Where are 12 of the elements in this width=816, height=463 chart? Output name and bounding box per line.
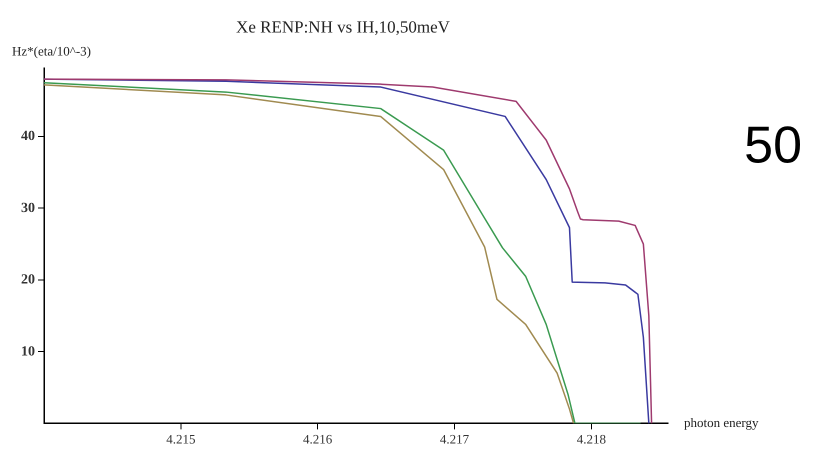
y-tick-label: 40	[21, 129, 35, 144]
y-tick-label: 20	[21, 272, 35, 288]
x-axis-title: photon energy	[684, 414, 759, 430]
x-tick-label: 4.217	[440, 432, 470, 447]
x-tick-label: 4.218	[576, 432, 606, 447]
x-tick-label: 4.216	[303, 432, 333, 447]
y-tick-label: 30	[21, 200, 35, 216]
y-tick-label: 10	[21, 344, 35, 360]
text: 50	[744, 116, 802, 174]
y-axis-title: Hz*(eta/10^-3)	[12, 43, 92, 58]
chart-title: Xe RENP:NH vs IH,10,50meV	[236, 18, 451, 37]
x-tick-label: 4.215	[166, 432, 196, 447]
